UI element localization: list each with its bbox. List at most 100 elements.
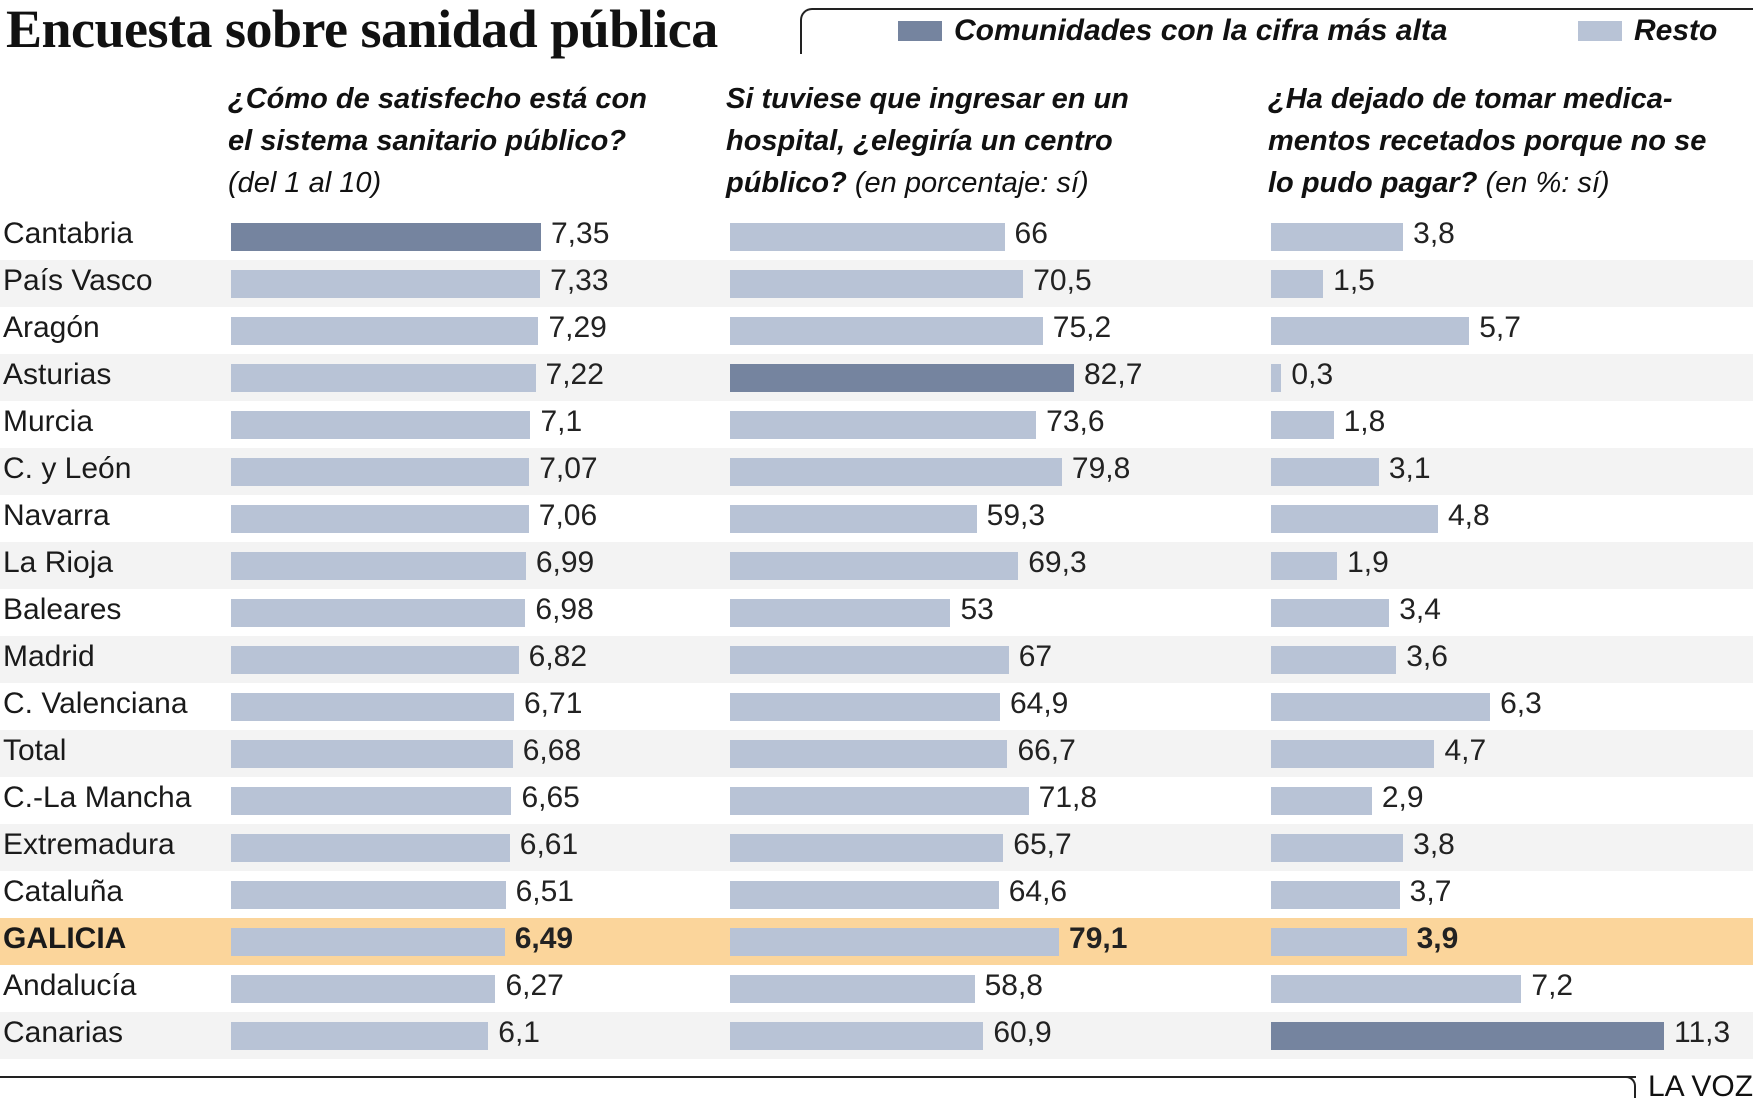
bar-public-hospital: [730, 646, 1009, 674]
chart-title: Encuesta sobre sanidad pública: [6, 0, 718, 59]
bar-public-hospital: [730, 364, 1074, 392]
bar-public-hospital: [730, 223, 1005, 251]
bar-medication: [1271, 599, 1390, 627]
region-label: Madrid: [3, 640, 95, 673]
value-label-satisfaction: 6,61: [519, 828, 579, 861]
table-row: Extremadura 6,61 65,7 3,8: [0, 824, 1753, 871]
value-label-public-hospital: 71,8: [1038, 781, 1098, 814]
region-label: La Rioja: [3, 546, 114, 579]
value-label-satisfaction: 6,27: [505, 969, 564, 1002]
value-label-medication: 5,7: [1479, 311, 1521, 344]
region-label: Murcia: [3, 405, 94, 438]
table-row: C. y León 7,07 79,8 3,1: [0, 448, 1753, 495]
value-label-satisfaction: 6,68: [522, 734, 582, 767]
bar-public-hospital: [730, 270, 1024, 298]
region-label: País Vasco: [3, 264, 153, 297]
value-label-public-hospital: 75,2: [1052, 311, 1112, 344]
region-label: Baleares: [3, 593, 122, 626]
value-label-medication: 0,3: [1291, 358, 1334, 391]
value-label-satisfaction: 6,71: [524, 687, 583, 720]
column-question: ¿Ha dejado de tomar medica-mentos receta…: [1268, 83, 1707, 199]
bar-satisfaction: [231, 317, 539, 345]
value-label-satisfaction: 7,06: [538, 499, 598, 532]
table-row: Navarra 7,06 59,3 4,8: [0, 495, 1753, 542]
value-label-satisfaction: 7,29: [548, 311, 607, 344]
column-header-medication: ¿Ha dejado de tomar medica-mentos receta…: [1268, 78, 1738, 204]
bar-public-hospital: [730, 740, 1008, 768]
bar-medication: [1271, 834, 1404, 862]
table-row: Baleares 6,98 53 3,4: [0, 589, 1753, 636]
bar-medication: [1271, 928, 1407, 956]
bar-public-hospital: [730, 834, 1004, 862]
bar-medication: [1271, 552, 1338, 580]
value-label-medication: 3,8: [1413, 828, 1455, 861]
value-label-satisfaction: 6,65: [521, 781, 580, 814]
table-row: Madrid 6,82 67 3,6: [0, 636, 1753, 683]
bar-public-hospital: [730, 693, 1000, 721]
region-label: Asturias: [3, 358, 112, 391]
column-unit: (en porcentaje: sí): [854, 167, 1089, 199]
legend: [800, 8, 1753, 54]
region-label: Navarra: [3, 499, 110, 532]
region-label: C. Valenciana: [3, 687, 188, 720]
bar-satisfaction: [231, 928, 505, 956]
legend-label-rest: Resto: [1634, 14, 1718, 47]
region-label: Total: [3, 734, 67, 767]
bar-satisfaction: [231, 552, 526, 580]
value-label-satisfaction: 6,99: [535, 546, 595, 579]
value-label-medication: 4,8: [1447, 499, 1490, 532]
region-label: C.-La Mancha: [3, 781, 192, 814]
bar-public-hospital: [730, 975, 975, 1003]
bar-satisfaction: [231, 599, 526, 627]
value-label-satisfaction: 6,49: [514, 922, 574, 955]
bar-satisfaction: [231, 223, 541, 251]
value-label-satisfaction: 7,35: [551, 217, 610, 250]
bar-satisfaction: [231, 411, 531, 439]
column-unit: (en %: sí): [1485, 167, 1610, 199]
value-label-medication: 3,4: [1399, 593, 1441, 626]
bar-satisfaction: [231, 740, 513, 768]
table-row: Cantabria 7,35 66 3,8: [0, 213, 1753, 260]
table-row: Asturias 7,22 82,7 0,3: [0, 354, 1753, 401]
value-label-public-hospital: 79,8: [1071, 452, 1131, 485]
region-label: GALICIA: [3, 922, 127, 955]
legend-swatch-highest: [898, 21, 942, 41]
value-label-public-hospital: 59,3: [986, 499, 1046, 532]
bar-public-hospital: [730, 317, 1043, 345]
bar-medication: [1271, 223, 1404, 251]
bar-medication: [1271, 458, 1379, 486]
table-row: Canarias 6,1 60,9 11,3: [0, 1012, 1753, 1059]
value-label-medication: 11,3: [1674, 1016, 1731, 1049]
value-label-satisfaction: 6,51: [515, 875, 574, 908]
region-label: Canarias: [3, 1016, 124, 1049]
table-row: GALICIA 6,49 79,1 3,9: [0, 918, 1753, 965]
source-credit: LA VOZ: [1648, 1070, 1753, 1103]
bar-satisfaction: [231, 1022, 489, 1050]
value-label-medication: 1,5: [1333, 264, 1375, 297]
value-label-medication: 3,6: [1406, 640, 1448, 673]
bar-satisfaction: [231, 458, 530, 486]
table-row: País Vasco 7,33 70,5 1,5: [0, 260, 1753, 307]
bar-public-hospital: [730, 552, 1019, 580]
bar-public-hospital: [730, 599, 951, 627]
value-label-public-hospital: 82,7: [1084, 358, 1143, 391]
bar-satisfaction: [231, 881, 506, 909]
value-label-public-hospital: 69,3: [1028, 546, 1087, 579]
value-label-medication: 3,1: [1388, 452, 1431, 485]
bar-public-hospital: [730, 505, 977, 533]
table-row: Andalucía 6,27 58,8 7,2: [0, 965, 1753, 1012]
value-label-satisfaction: 6,1: [498, 1016, 540, 1049]
region-label: Extremadura: [3, 828, 175, 861]
bar-public-hospital: [730, 411, 1037, 439]
value-label-public-hospital: 70,5: [1033, 264, 1092, 297]
value-label-public-hospital: 64,6: [1008, 875, 1068, 908]
footer-rule-hook: [1622, 1076, 1636, 1098]
bar-satisfaction: [231, 270, 541, 298]
value-label-public-hospital: 60,9: [993, 1016, 1052, 1049]
region-label: Andalucía: [3, 969, 137, 1002]
table-row: Murcia 7,1 73,6 1,8: [0, 401, 1753, 448]
bar-medication: [1271, 975, 1522, 1003]
value-label-medication: 1,8: [1343, 405, 1386, 438]
value-label-satisfaction: 7,1: [540, 405, 583, 438]
bar-satisfaction: [231, 505, 529, 533]
